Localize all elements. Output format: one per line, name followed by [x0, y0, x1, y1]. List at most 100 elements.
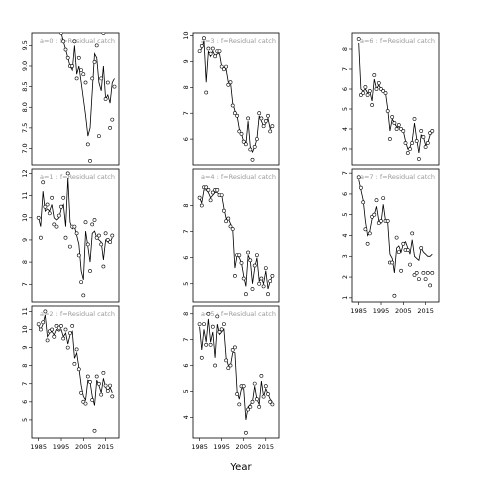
observed-point — [45, 338, 50, 343]
observed-point — [257, 281, 262, 286]
observed-point — [379, 219, 383, 223]
observed-point — [252, 263, 257, 268]
observed-point — [88, 158, 92, 163]
fitted-line — [199, 318, 273, 420]
y-tick-label: 3 — [341, 147, 349, 151]
observed-point — [210, 190, 215, 195]
observed-point — [41, 320, 46, 325]
observed-point — [401, 129, 406, 133]
y-tick-label: 7 — [182, 111, 190, 115]
observed-point — [408, 147, 412, 151]
y-tick-label: 1 — [341, 296, 349, 300]
observed-point — [414, 139, 419, 143]
observed-point — [224, 219, 229, 224]
observed-point — [204, 342, 209, 347]
panel-label: a=1 : f=Residual catch — [40, 173, 115, 181]
fitted-line — [38, 314, 113, 406]
observed-point — [428, 283, 433, 288]
observed-point — [226, 82, 231, 87]
observed-point — [92, 60, 97, 64]
observed-point — [70, 64, 75, 68]
observed-point — [210, 46, 215, 51]
observed-point — [219, 327, 224, 332]
observed-point — [74, 231, 79, 236]
x-tick-label: 1985 — [350, 307, 367, 315]
observed-point — [110, 117, 115, 122]
observed-point — [90, 222, 95, 227]
observed-point — [81, 72, 86, 77]
y-tick-label: 7.5 — [21, 123, 29, 133]
x-tick-label: 2015 — [257, 443, 274, 451]
x-tick-label: 2005 — [235, 443, 252, 451]
observed-point — [76, 367, 81, 372]
observed-point — [228, 363, 233, 368]
fitted-line — [60, 33, 115, 137]
observed-point — [226, 366, 231, 371]
observed-point — [254, 397, 259, 402]
observed-point — [268, 129, 273, 134]
y-tick-label: 8 — [182, 85, 190, 89]
observed-point — [36, 215, 41, 220]
observed-point — [363, 227, 368, 232]
observed-point — [370, 214, 375, 219]
observed-point — [376, 81, 381, 85]
observed-point — [47, 211, 52, 216]
observed-point — [396, 123, 401, 127]
observed-point — [197, 49, 202, 54]
observed-point — [259, 373, 264, 378]
observed-point — [213, 54, 218, 59]
observed-point — [61, 195, 66, 200]
observed-point — [266, 392, 270, 396]
observed-point — [101, 33, 106, 35]
observed-point — [61, 39, 66, 44]
observed-point — [370, 103, 375, 107]
observed-point — [199, 44, 204, 48]
observed-point — [248, 258, 253, 263]
observed-point — [39, 327, 43, 332]
observed-point — [43, 309, 48, 314]
observed-point — [405, 248, 410, 252]
observed-point — [99, 242, 104, 247]
observed-point — [74, 347, 79, 352]
y-tick-label: 7 — [182, 230, 190, 234]
observed-point — [392, 293, 397, 298]
observed-point — [101, 370, 106, 375]
x-tick-label: 2005 — [75, 443, 92, 451]
observed-point — [259, 116, 264, 121]
observed-point — [381, 89, 386, 93]
panel-3: 6 7 8 9 10 a=3 : f=Residual catch — [182, 31, 280, 166]
y-tick-label: 7 — [182, 338, 190, 342]
observed-point — [263, 266, 268, 271]
panel-frame — [192, 168, 280, 303]
observed-point — [367, 231, 372, 236]
y-tick-label: 8 — [21, 364, 29, 368]
observed-point — [68, 244, 72, 249]
observed-point — [72, 361, 77, 366]
observed-point — [248, 404, 253, 409]
observed-point — [412, 273, 417, 277]
observed-point — [250, 399, 255, 404]
observed-point — [405, 151, 410, 155]
observed-point — [232, 273, 237, 278]
observed-point — [103, 383, 108, 388]
observed-point — [105, 237, 110, 242]
observed-point — [246, 407, 251, 412]
y-tick-label: 10 — [21, 325, 29, 333]
observed-point — [50, 195, 55, 200]
observed-point — [199, 203, 204, 208]
observed-point — [243, 142, 248, 147]
observed-point — [416, 157, 421, 161]
observed-point — [356, 37, 361, 41]
y-tick-label: 9.0 — [21, 61, 29, 71]
observed-point — [85, 142, 90, 147]
panel-frame — [31, 305, 120, 439]
observed-point — [92, 428, 97, 433]
observed-point — [92, 218, 97, 222]
x-axis-label: Year — [229, 462, 252, 473]
y-tick-label: 7 — [21, 382, 29, 386]
observed-point — [257, 111, 262, 116]
observed-point — [208, 51, 213, 56]
observed-point — [79, 390, 84, 395]
y-tick-label: 5 — [182, 282, 190, 286]
